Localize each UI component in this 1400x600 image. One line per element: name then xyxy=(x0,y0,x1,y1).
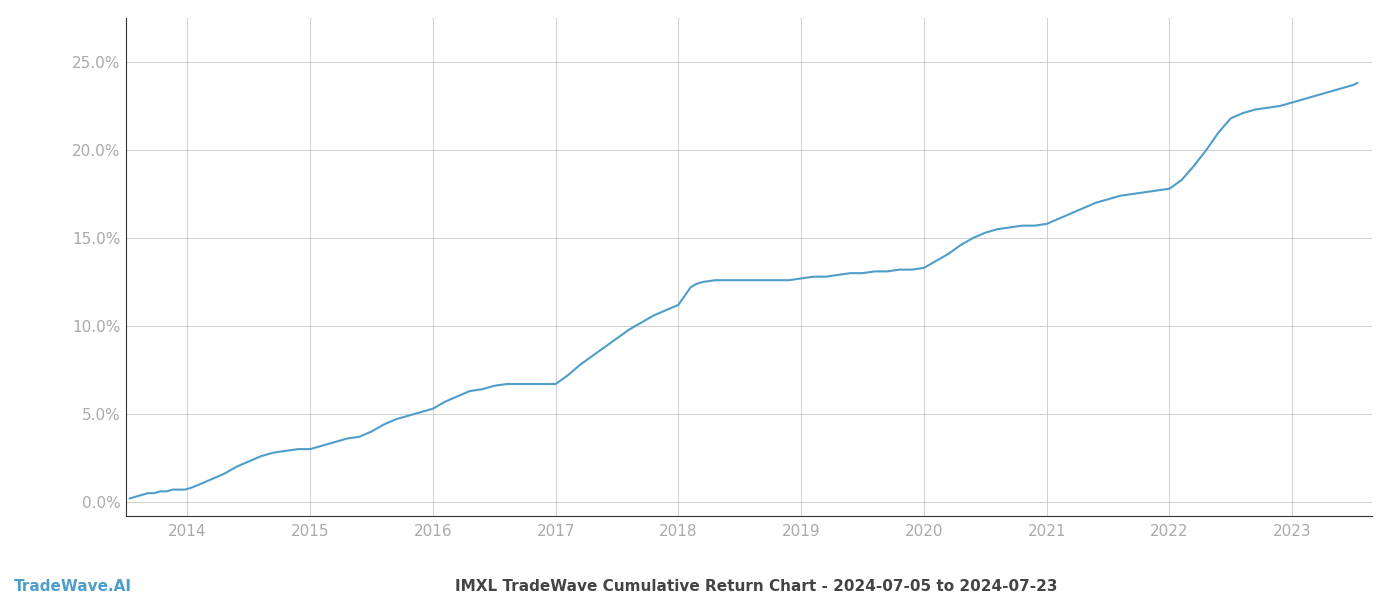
Text: TradeWave.AI: TradeWave.AI xyxy=(14,579,132,594)
Text: IMXL TradeWave Cumulative Return Chart - 2024-07-05 to 2024-07-23: IMXL TradeWave Cumulative Return Chart -… xyxy=(455,579,1057,594)
